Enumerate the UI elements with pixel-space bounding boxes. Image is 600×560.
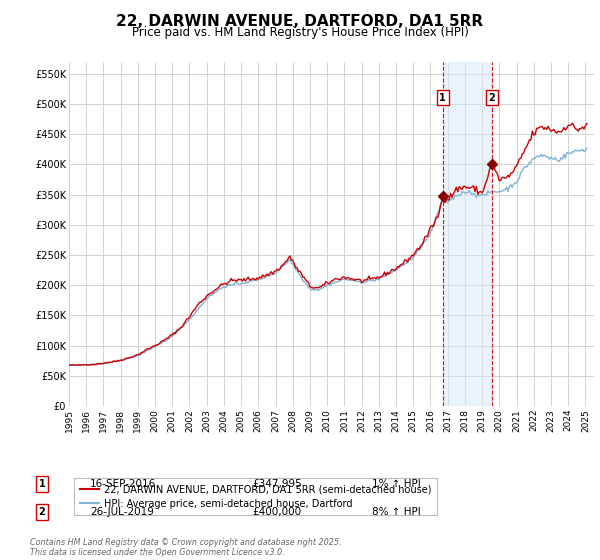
Text: 2: 2 [38,507,46,517]
Text: £400,000: £400,000 [252,507,301,517]
Text: 1: 1 [38,479,46,489]
Text: 1: 1 [439,93,446,103]
Text: 16-SEP-2016: 16-SEP-2016 [90,479,156,489]
Text: Contains HM Land Registry data © Crown copyright and database right 2025.
This d: Contains HM Land Registry data © Crown c… [30,538,341,557]
Text: £347,995: £347,995 [252,479,302,489]
Text: 26-JUL-2019: 26-JUL-2019 [90,507,154,517]
Text: 22, DARWIN AVENUE, DARTFORD, DA1 5RR: 22, DARWIN AVENUE, DARTFORD, DA1 5RR [116,14,484,29]
Text: 2: 2 [488,93,495,103]
Legend: 22, DARWIN AVENUE, DARTFORD, DA1 5RR (semi-detached house), HPI: Average price, : 22, DARWIN AVENUE, DARTFORD, DA1 5RR (se… [74,478,437,515]
Text: Price paid vs. HM Land Registry's House Price Index (HPI): Price paid vs. HM Land Registry's House … [131,26,469,39]
Text: 1% ↑ HPI: 1% ↑ HPI [372,479,421,489]
Text: 8% ↑ HPI: 8% ↑ HPI [372,507,421,517]
Bar [443,62,492,406]
